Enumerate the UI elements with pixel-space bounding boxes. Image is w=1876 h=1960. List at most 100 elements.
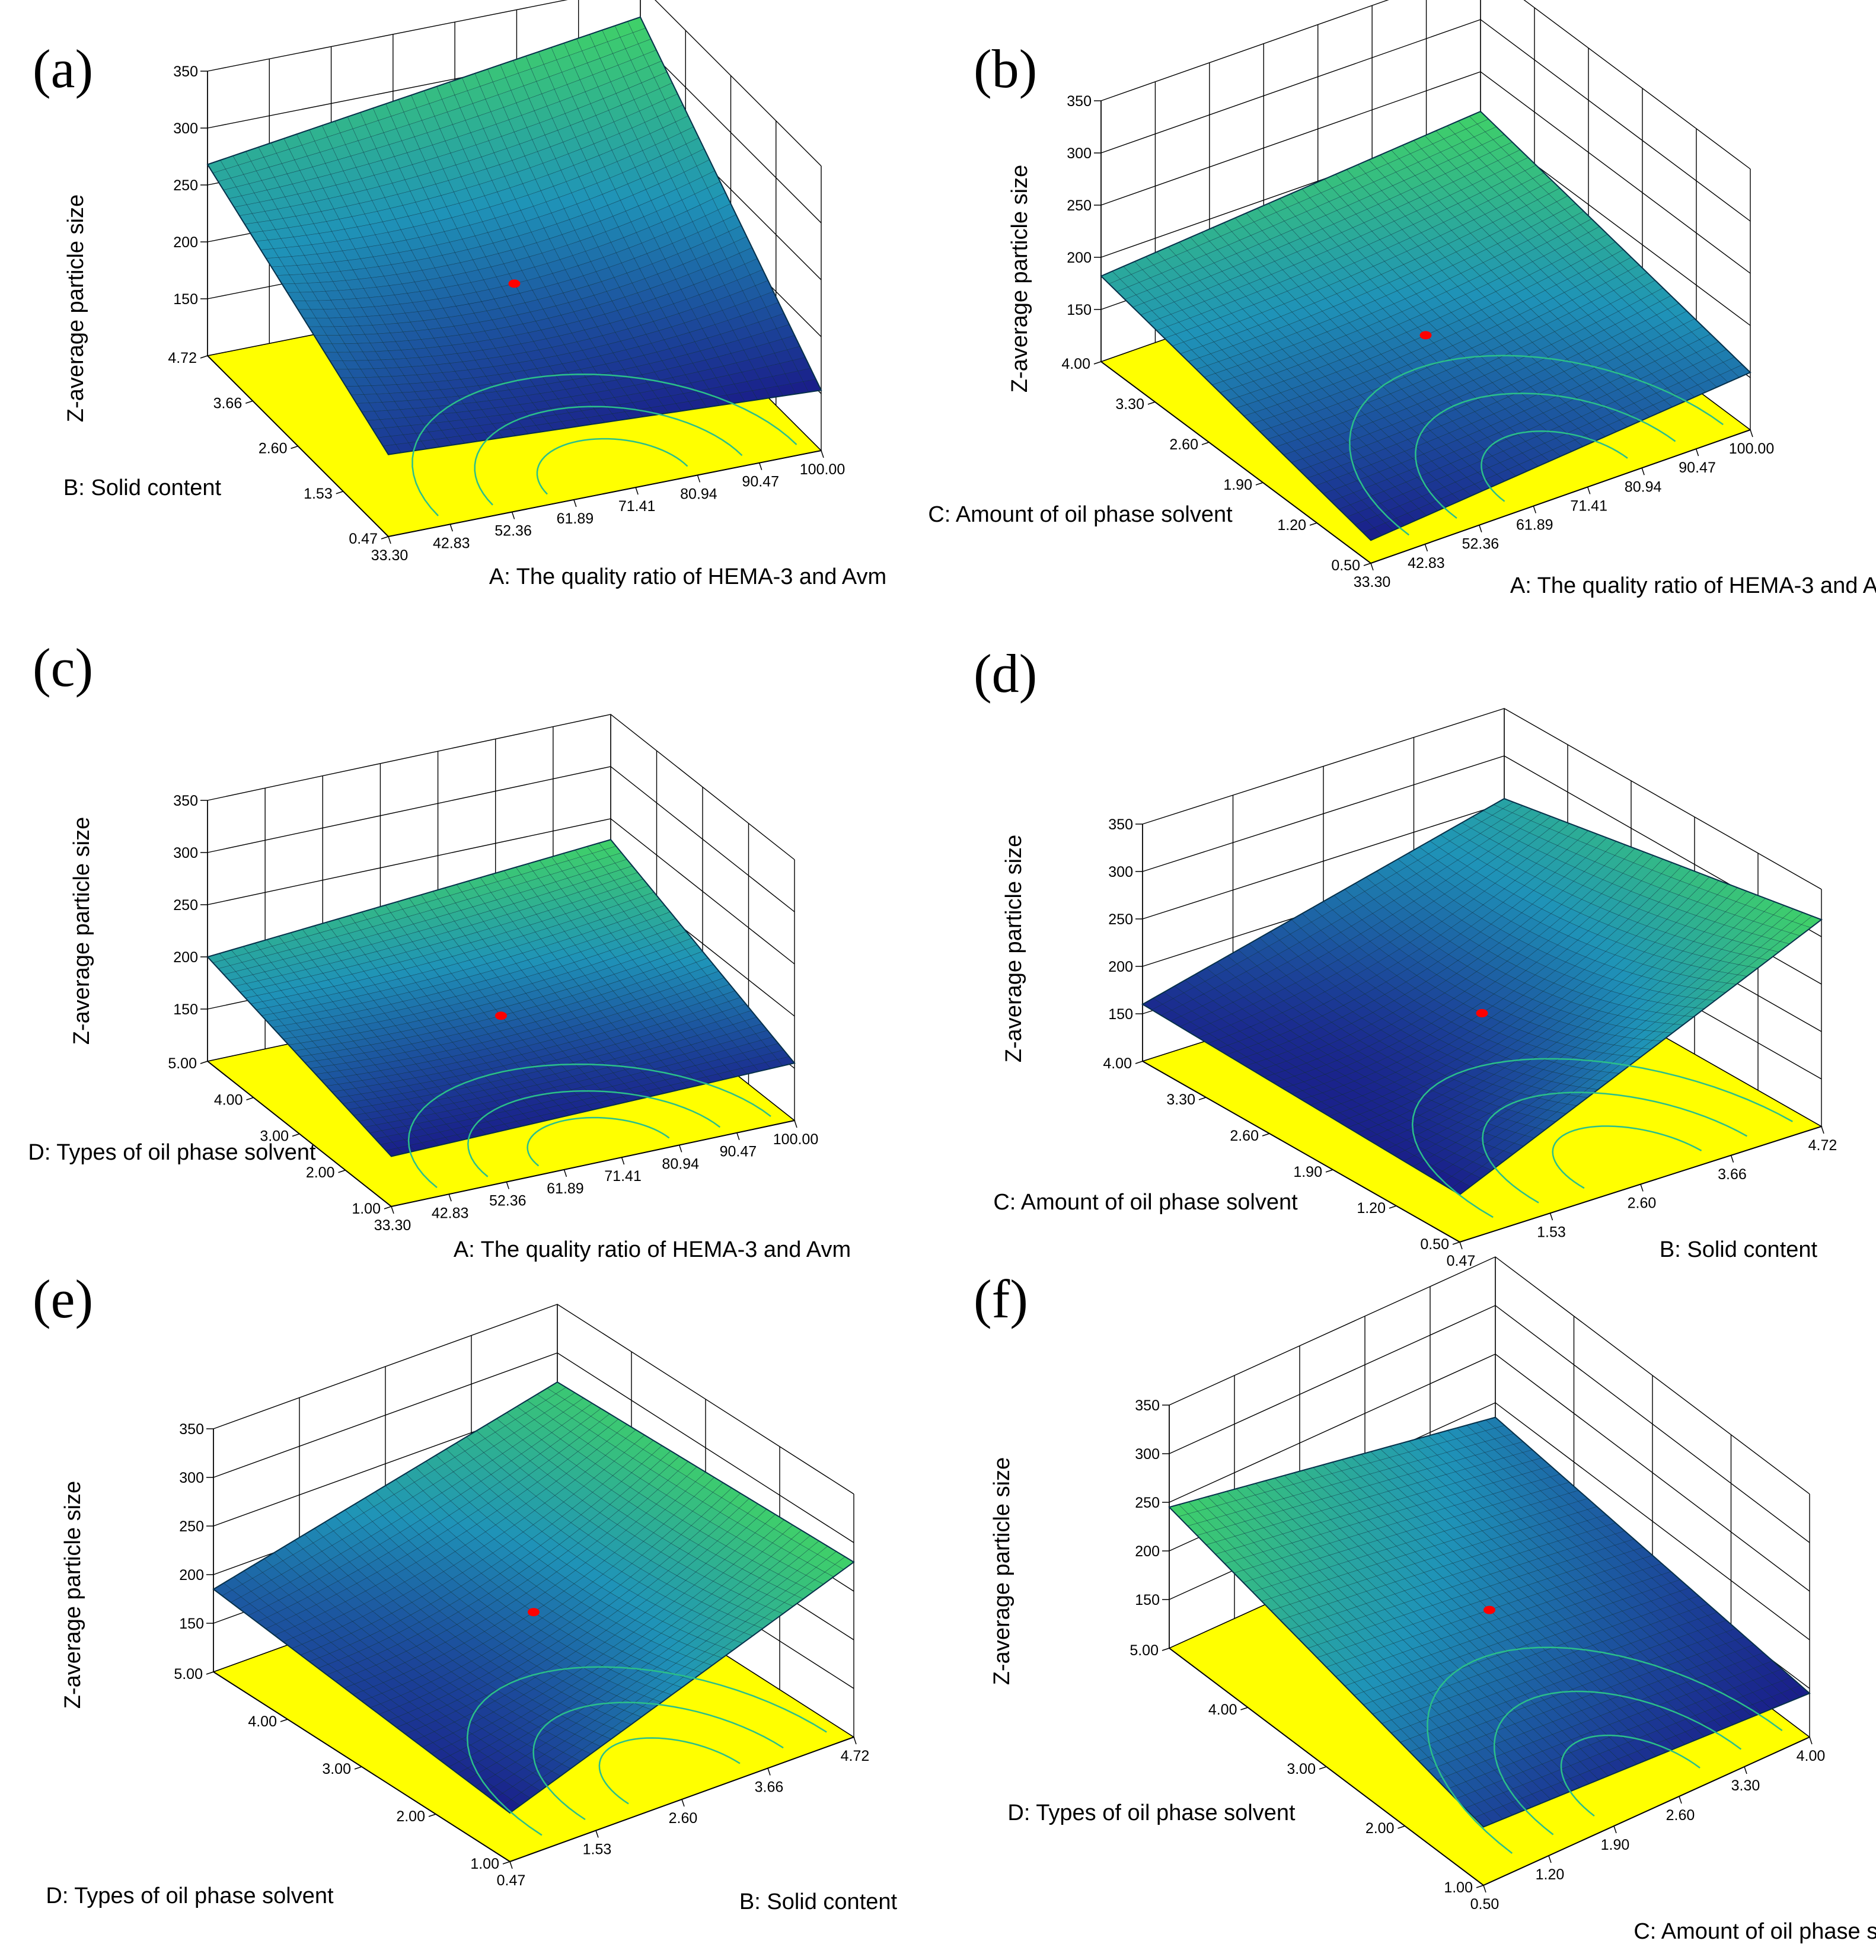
z-tick-label: 150 — [173, 291, 198, 308]
y-tick-label: 3.00 — [1287, 1761, 1316, 1777]
z-tick-labels: 150 200 250 300 350 — [1108, 816, 1143, 1023]
x-axis-title: A: The quality ratio of HEMA-3 and Avm — [454, 1237, 851, 1262]
x-tick-label: 33.30 — [374, 1217, 411, 1234]
y-axis-title: C: Amount of oil phase solvent — [993, 1190, 1298, 1215]
x-tick-label: 1.53 — [1537, 1224, 1566, 1240]
z-tick-label: 300 — [1108, 864, 1133, 880]
x-tick-label: 0.50 — [1470, 1896, 1499, 1913]
z-tick-labels: 150 200 250 300 350 — [173, 63, 208, 308]
y-tick-label: 4.72 — [168, 350, 197, 366]
x-tick-label: 2.60 — [1666, 1807, 1695, 1824]
x-axis-title: A: The quality ratio of HEMA-3 and Avm — [1510, 573, 1876, 598]
x-tick-label: 90.47 — [720, 1144, 757, 1160]
y-tick-label: 3.00 — [260, 1128, 289, 1145]
x-tick-label: 61.89 — [1516, 517, 1553, 534]
y-tick-label: 3.66 — [213, 395, 243, 411]
y-tick-label: 1.00 — [470, 1856, 499, 1872]
x-tick-label: 4.72 — [1808, 1137, 1837, 1154]
response-surface — [1168, 1416, 1811, 1828]
x-tick-label: 90.47 — [742, 474, 779, 490]
z-tick-label: 200 — [1135, 1543, 1160, 1560]
y-axis-title: D: Types of oil phase solvent — [1007, 1801, 1296, 1825]
response-surface — [206, 839, 796, 1157]
z-tick-label: 350 — [173, 793, 198, 809]
y-tick-label: 5.00 — [168, 1055, 197, 1072]
z-tick-label: 150 — [179, 1616, 204, 1632]
z-tick-labels: 150 200 250 300 350 — [1067, 93, 1101, 318]
z-tick-label: 350 — [1067, 93, 1092, 110]
surface-plot-c: 33.30 42.83 52.36 61.89 71.41 80.94 90.47 100.0… — [28, 714, 851, 1262]
optimum-point — [508, 279, 521, 288]
y-tick-labels: 0.50 1.20 1.90 2.60 3.30 4.00 — [1061, 356, 1371, 574]
z-tick-label: 300 — [1135, 1446, 1160, 1463]
floor-contours — [1411, 1058, 1793, 1218]
y-tick-labels: 1.00 2.00 3.00 4.00 5.00 — [174, 1666, 511, 1872]
y-axis-title: B: Solid content — [63, 475, 222, 500]
x-tick-label: 71.41 — [1570, 497, 1607, 514]
y-tick-label: 1.00 — [352, 1201, 381, 1217]
y-tick-label: 4.00 — [1103, 1055, 1132, 1072]
y-tick-labels: 0.47 1.53 2.60 3.66 4.72 — [168, 350, 389, 547]
z-tick-label: 200 — [1067, 250, 1092, 266]
x-tick-label: 61.89 — [557, 510, 594, 527]
z-tick-labels: 150 200 250 300 350 — [173, 793, 208, 1018]
x-tick-label: 4.72 — [841, 1748, 870, 1764]
panel-e: (e) 0.47 1.53 2.60 3.66 4.72 1.00 2.00 3.00 4.00… — [0, 1263, 938, 1960]
x-tick-label: 42.83 — [433, 535, 470, 551]
y-tick-label: 4.00 — [1061, 356, 1090, 372]
x-tick-label: 52.36 — [494, 523, 532, 540]
response-surface — [1141, 797, 1823, 1196]
x-tick-labels: 0.47 1.53 2.60 3.66 4.72 — [1447, 1126, 1837, 1269]
y-tick-label: 3.30 — [1115, 396, 1144, 413]
response-surface — [206, 16, 822, 455]
x-tick-label: 33.30 — [371, 547, 409, 564]
x-tick-label: 71.41 — [618, 498, 656, 515]
z-tick-label: 200 — [173, 234, 198, 251]
optimum-point — [1419, 331, 1432, 340]
y-tick-label: 2.00 — [1365, 1820, 1395, 1837]
panel-f: (f) 0.50 1.20 1.90 2.60 3.30 4.00 1.00 2.00 3.00… — [938, 1256, 1876, 1960]
y-tick-label: 4.00 — [214, 1091, 243, 1108]
y-tick-label: 1.53 — [304, 486, 333, 502]
x-tick-label: 0.47 — [1447, 1253, 1476, 1269]
x-tick-label: 0.47 — [497, 1872, 526, 1889]
y-tick-label: 2.00 — [306, 1164, 335, 1181]
surface-plot-b: 33.30 42.83 52.36 61.89 71.41 80.94 90.47 100.0… — [928, 0, 1876, 598]
panel-label-a: (a) — [33, 39, 94, 99]
surface-plot-a: 33.30 42.83 52.36 61.89 71.41 80.94 90.47 100.0… — [63, 0, 886, 589]
z-tick-label: 350 — [173, 63, 198, 80]
x-tick-label: 52.36 — [1462, 536, 1499, 553]
x-tick-label: 3.66 — [755, 1779, 784, 1796]
y-tick-label: 3.00 — [322, 1761, 351, 1777]
panel-a: (a) 33.30 42.83 52.36 61.89 71.41 80.94 90.47 1… — [0, 0, 938, 628]
z-tick-label: 250 — [1067, 197, 1092, 214]
x-tick-label: 1.20 — [1536, 1866, 1565, 1883]
z-tick-label: 350 — [179, 1421, 204, 1438]
x-tick-label: 100.00 — [773, 1131, 818, 1148]
x-axis-title: B: Solid content — [739, 1889, 898, 1914]
panel-c: (c) 33.30 42.83 52.36 61.89 71.41 80.94 90.47 1… — [0, 628, 938, 1263]
y-tick-label: 4.00 — [248, 1713, 277, 1730]
z-tick-label: 250 — [173, 177, 198, 194]
y-tick-label: 2.00 — [396, 1808, 425, 1825]
x-axis-title: B: Solid content — [1660, 1237, 1818, 1262]
z-tick-label: 300 — [173, 845, 198, 861]
y-tick-label: 1.00 — [1444, 1879, 1473, 1896]
z-tick-label: 150 — [1135, 1592, 1160, 1608]
x-tick-label: 2.60 — [1628, 1195, 1657, 1212]
optimum-point — [1476, 1009, 1488, 1017]
x-tick-label: 3.30 — [1731, 1777, 1760, 1794]
z-tick-label: 250 — [173, 897, 198, 914]
x-tick-label: 1.53 — [583, 1841, 612, 1858]
x-tick-label: 42.83 — [432, 1205, 469, 1221]
surface-plot-d: 0.47 1.53 2.60 3.66 4.72 0.50 1.20 1.90 2.60 3.30… — [993, 708, 1837, 1269]
z-tick-label: 300 — [173, 120, 198, 137]
x-tick-label: 80.94 — [662, 1155, 699, 1172]
panel-d: (d) 0.47 1.53 2.60 3.66 4.72 0.50 1.20 1.90 2.60… — [938, 628, 1876, 1269]
x-tick-label: 90.47 — [1679, 459, 1716, 476]
x-tick-labels: 33.30 42.83 52.36 61.89 71.41 80.94 90.47 100.0… — [1354, 429, 1774, 590]
response-surface — [1100, 110, 1751, 541]
z-axis-title: Z-average particle size — [990, 1457, 1014, 1685]
y-tick-label: 5.00 — [174, 1666, 203, 1683]
y-tick-label: 2.60 — [259, 440, 288, 457]
